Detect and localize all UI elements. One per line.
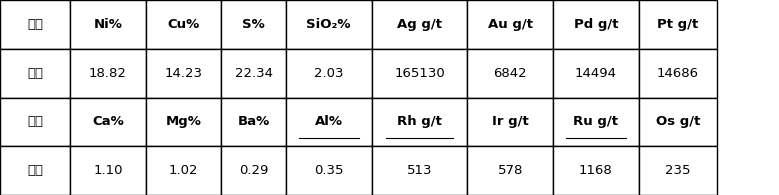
Bar: [0, 98, 70, 146]
Bar: [286, 146, 372, 195]
Bar: [0, 146, 70, 195]
Text: 22.34: 22.34: [234, 67, 273, 80]
Bar: [146, 98, 221, 146]
Text: 1168: 1168: [579, 164, 613, 177]
Bar: [221, 49, 286, 98]
Text: Rh g/t: Rh g/t: [397, 115, 442, 128]
Bar: [467, 98, 553, 146]
Text: 含量: 含量: [27, 164, 43, 177]
Bar: [553, 0, 639, 49]
Text: Ni%: Ni%: [93, 18, 122, 31]
Bar: [221, 146, 286, 195]
Bar: [70, 146, 146, 195]
Bar: [146, 49, 221, 98]
Bar: [639, 49, 717, 98]
Bar: [70, 98, 146, 146]
Text: Ag g/t: Ag g/t: [397, 18, 442, 31]
Text: S%: S%: [242, 18, 265, 31]
Text: Mg%: Mg%: [165, 115, 202, 128]
Text: 0.29: 0.29: [239, 164, 268, 177]
Text: Ir g/t: Ir g/t: [492, 115, 529, 128]
Bar: [467, 0, 553, 49]
Text: 元素: 元素: [27, 18, 43, 31]
Bar: [467, 49, 553, 98]
Bar: [639, 98, 717, 146]
Text: 14.23: 14.23: [164, 67, 203, 80]
Text: Ca%: Ca%: [92, 115, 124, 128]
Text: 0.35: 0.35: [314, 164, 344, 177]
Text: 2.03: 2.03: [314, 67, 344, 80]
Bar: [286, 98, 372, 146]
Text: 513: 513: [407, 164, 432, 177]
Text: 含量: 含量: [27, 67, 43, 80]
Bar: [553, 49, 639, 98]
Text: 165130: 165130: [394, 67, 445, 80]
Bar: [467, 146, 553, 195]
Bar: [372, 0, 467, 49]
Bar: [553, 146, 639, 195]
Bar: [221, 98, 286, 146]
Text: Pd g/t: Pd g/t: [573, 18, 619, 31]
Text: Os g/t: Os g/t: [656, 115, 700, 128]
Bar: [639, 0, 717, 49]
Text: 14494: 14494: [575, 67, 617, 80]
Bar: [146, 146, 221, 195]
Bar: [553, 98, 639, 146]
Bar: [372, 49, 467, 98]
Bar: [146, 0, 221, 49]
Text: 元素: 元素: [27, 115, 43, 128]
Text: 578: 578: [498, 164, 523, 177]
Text: 235: 235: [665, 164, 690, 177]
Text: 1.10: 1.10: [93, 164, 122, 177]
Bar: [70, 49, 146, 98]
Text: 6842: 6842: [493, 67, 527, 80]
Text: SiO₂%: SiO₂%: [306, 18, 351, 31]
Bar: [70, 0, 146, 49]
Text: 18.82: 18.82: [89, 67, 127, 80]
Text: Al%: Al%: [315, 115, 343, 128]
Bar: [286, 49, 372, 98]
Text: 14686: 14686: [657, 67, 699, 80]
Bar: [0, 0, 70, 49]
Text: Ru g/t: Ru g/t: [573, 115, 619, 128]
Bar: [372, 98, 467, 146]
Bar: [372, 146, 467, 195]
Bar: [286, 0, 372, 49]
Text: Pt g/t: Pt g/t: [657, 18, 698, 31]
Text: Ba%: Ba%: [238, 115, 270, 128]
Text: Au g/t: Au g/t: [488, 18, 533, 31]
Bar: [0, 49, 70, 98]
Text: Cu%: Cu%: [167, 18, 199, 31]
Bar: [639, 146, 717, 195]
Bar: [221, 0, 286, 49]
Text: 1.02: 1.02: [169, 164, 198, 177]
